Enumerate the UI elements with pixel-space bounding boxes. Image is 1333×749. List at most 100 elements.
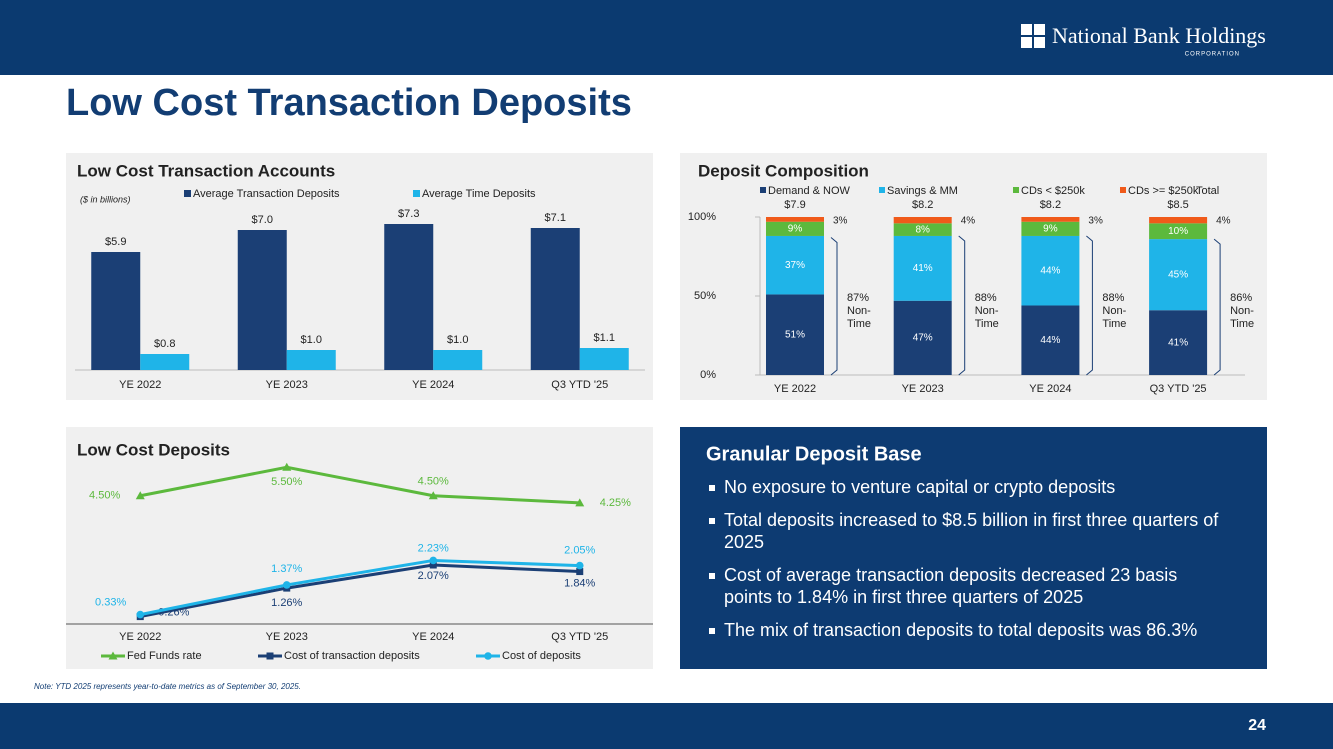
- logo-sub: CORPORATION: [1185, 52, 1240, 58]
- value-label: $1.1: [594, 332, 615, 344]
- value-label: 1.26%: [271, 597, 302, 609]
- legend-swatch: [184, 190, 191, 197]
- x-tick-label: Q3 YTD '25: [551, 631, 608, 643]
- chart-title: Deposit Composition: [698, 161, 869, 180]
- bar-segment: [893, 223, 952, 236]
- bullet-text: Cost of average transaction deposits dec…: [724, 565, 1177, 585]
- legend-label: Average Transaction Deposits: [193, 188, 340, 200]
- bar: [530, 228, 580, 370]
- value-label: 51%: [785, 329, 805, 340]
- header-bar: [0, 0, 1333, 75]
- bar: [237, 230, 287, 370]
- bracket: [1086, 235, 1093, 376]
- legend-swatch: [1120, 187, 1126, 193]
- legend-label: Cost of deposits: [502, 650, 581, 662]
- value-label: 4.50%: [418, 476, 449, 488]
- non-time-label: Time: [1230, 318, 1254, 330]
- non-time-label: 87%: [847, 292, 869, 304]
- note: Note: YTD 2025 represents year-to-date m…: [34, 682, 301, 691]
- total-label: $8.2: [1040, 199, 1061, 211]
- x-tick-label: YE 2024: [1029, 383, 1071, 395]
- bullet-text: No exposure to venture capital or crypto…: [724, 477, 1115, 497]
- non-time-label: Non-: [975, 305, 999, 317]
- legend-swatch: [1013, 187, 1019, 193]
- bar-segment: [893, 217, 952, 224]
- value-label: $1.0: [301, 334, 322, 346]
- bar-segment: [893, 300, 952, 375]
- bar: [91, 252, 141, 370]
- chart-subtitle: ($ in billions): [80, 194, 131, 204]
- legend-label: Fed Funds rate: [127, 650, 202, 662]
- point: [136, 610, 145, 619]
- point: [429, 556, 438, 565]
- value-label: 0.33%: [95, 597, 126, 609]
- bullet-text: 2025: [724, 532, 764, 552]
- bullet-marker: [709, 573, 715, 579]
- non-time-label: 86%: [1230, 292, 1252, 304]
- value-label: 4.50%: [89, 490, 120, 502]
- logo-icon: [1021, 24, 1045, 48]
- bullet-text: Total deposits increased to $8.5 billion…: [724, 510, 1219, 530]
- x-tick-label: YE 2023: [266, 631, 308, 643]
- legend-label: Savings & MM: [887, 185, 958, 197]
- point: [575, 498, 585, 507]
- legend-label: Total: [1196, 185, 1219, 197]
- x-tick-label: YE 2024: [412, 631, 454, 643]
- bullet-text: The mix of transaction deposits to total…: [724, 620, 1197, 640]
- bullet-text: points to 1.84% in first three quarters …: [724, 587, 1083, 607]
- bar-segment: [766, 294, 824, 375]
- value-label: 41%: [913, 263, 933, 274]
- text-panel: [680, 427, 1267, 669]
- value-label: 45%: [1168, 269, 1188, 280]
- x-tick-label: Q3 YTD '25: [551, 379, 608, 391]
- non-time-label: 88%: [975, 292, 997, 304]
- value-label: 3%: [1088, 216, 1103, 227]
- bar-segment: [1149, 217, 1208, 224]
- panel-title: Granular Deposit Base: [706, 443, 922, 465]
- y-tick-label: 0%: [700, 369, 716, 381]
- chart-panel: [66, 427, 653, 669]
- chart-title: Low Cost Deposits: [77, 440, 230, 459]
- value-label: 4%: [1216, 216, 1231, 227]
- line: [139, 465, 580, 505]
- value-label: 10%: [1168, 226, 1188, 237]
- value-label: $7.3: [398, 208, 419, 220]
- footer-bar: [0, 703, 1333, 749]
- line: [139, 563, 580, 619]
- bracket: [1213, 238, 1221, 376]
- value-label: 9%: [788, 223, 803, 234]
- x-tick-label: YE 2022: [774, 383, 816, 395]
- bar-segment: [1021, 221, 1080, 236]
- value-label: $7.1: [545, 212, 566, 224]
- value-label: 1.37%: [271, 563, 302, 575]
- value-label: 3%: [833, 216, 848, 227]
- value-label: 44%: [1040, 335, 1060, 346]
- legend-swatch: [879, 187, 885, 193]
- value-label: 4.25%: [600, 497, 631, 509]
- bar-segment: [766, 235, 824, 295]
- bar-segment: [1021, 217, 1080, 222]
- bullet-marker: [709, 485, 715, 491]
- x-tick-label: YE 2023: [902, 383, 944, 395]
- point: [428, 491, 438, 500]
- value-label: 44%: [1040, 265, 1060, 276]
- bar-segment: [1149, 310, 1208, 375]
- legend-label: CDs < $250k: [1021, 185, 1085, 197]
- non-time-label: Time: [847, 318, 871, 330]
- value-label: 47%: [913, 333, 933, 344]
- y-tick-label: 100%: [688, 211, 716, 223]
- value-label: 1.84%: [564, 577, 595, 589]
- value-label: 9%: [1043, 223, 1058, 234]
- non-time-label: Time: [975, 318, 999, 330]
- legend-swatch: [760, 187, 766, 193]
- legend-label: CDs >= $250k: [1128, 185, 1199, 197]
- bracket: [830, 237, 838, 376]
- bar-segment: [1149, 223, 1208, 240]
- value-label: $1.0: [447, 334, 468, 346]
- x-tick-label: YE 2024: [412, 379, 454, 391]
- bar: [579, 348, 629, 370]
- legend-swatch: [413, 190, 420, 197]
- value-label: $7.0: [252, 214, 273, 226]
